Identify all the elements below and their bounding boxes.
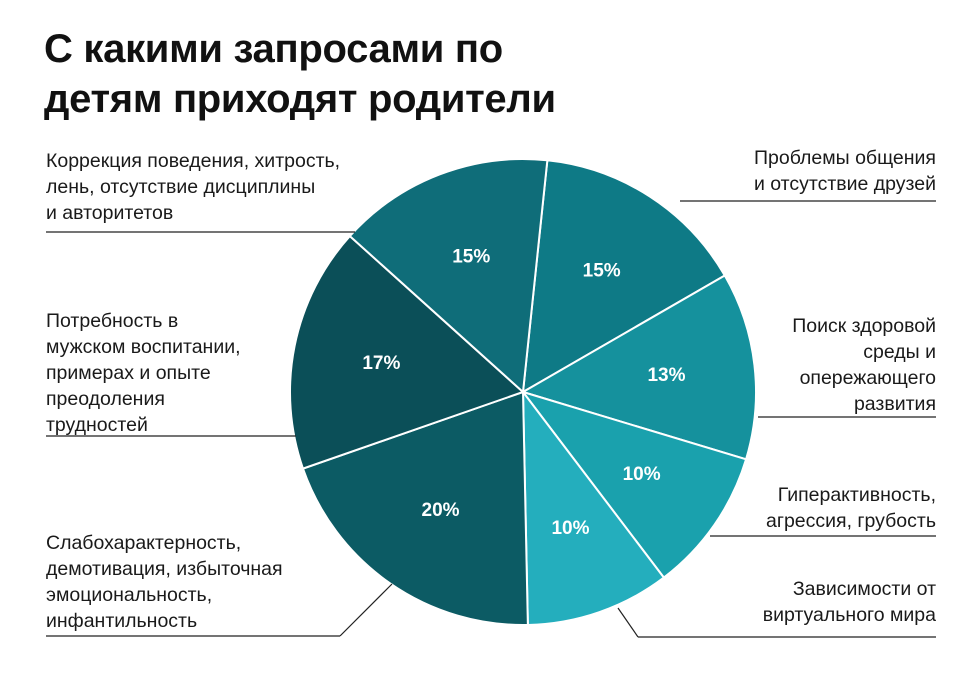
slice-category-label-line: преодоления <box>46 388 165 410</box>
slice-category-label-line: примерах и опыте <box>46 362 211 384</box>
slice-category-label-line: Проблемы общения <box>754 147 936 169</box>
pie-slices <box>289 158 757 626</box>
slice-category-label-line: развития <box>853 393 936 415</box>
slice-percentage-label: 15% <box>583 260 621 281</box>
slice-percentage-label: 10% <box>551 518 589 539</box>
slice-category-label: Проблемы общения и отсутствие друзей <box>754 145 936 197</box>
leader-connector <box>339 583 393 637</box>
slice-percentage-label: 20% <box>422 500 460 521</box>
slice-category-label-line: агрессия, грубость <box>766 510 936 532</box>
slice-category-label-line: инфантильность <box>46 610 198 632</box>
slice-category-label: Гиперактивность, агрессия, грубость <box>766 482 936 534</box>
slice-category-label: Слабохарактерность, демотивация, избыточн… <box>46 530 283 634</box>
slice-category-label-line: лень, отсутствие дисциплины <box>46 176 316 198</box>
slice-category-label-line: Гиперактивность, <box>777 484 936 506</box>
chart-title-line-2: детям приходят родители <box>44 77 556 121</box>
chart-title: С какими запросами по детям приходят род… <box>44 24 684 124</box>
slice-category-label-line: среды и <box>863 341 936 363</box>
slice-category-label: Поиск здоровой среды и опережающего развити… <box>792 313 936 417</box>
slice-percentage-label: 10% <box>623 464 661 485</box>
pie-slice <box>520 390 748 579</box>
pie-slice <box>301 390 529 626</box>
slice-category-label-line: Коррекция поведения, хитрость, <box>46 150 341 172</box>
pie-slice <box>348 158 549 395</box>
slice-percentage-label: 17% <box>362 353 400 374</box>
chart-title-line-1: С какими запросами по <box>44 27 503 71</box>
leader-connector <box>617 607 639 638</box>
slice-category-label-line: Поиск здоровой <box>792 315 936 337</box>
slice-category-label-line: опережающего <box>799 367 936 389</box>
slice-category-label-line: эмоциональность, <box>46 584 213 606</box>
pie-slice <box>520 274 757 461</box>
slice-category-label-line: и отсутствие друзей <box>753 173 936 195</box>
slice-category-label: Зависимости от виртуального мира <box>763 576 936 628</box>
pie-slice <box>289 234 525 470</box>
slice-category-label-line: мужском воспитании, <box>46 336 241 358</box>
slice-percentage-label: 15% <box>452 247 490 268</box>
slice-category-label-line: трудностей <box>46 414 148 436</box>
slice-category-label-line: виртуального мира <box>762 604 936 626</box>
slice-category-label-line: демотивация, избыточная <box>46 558 283 580</box>
pie-slice <box>521 388 666 626</box>
slice-category-label-line: Слабохарактерность, <box>46 532 242 554</box>
slice-category-label: Потребность в мужском воспитании, примерах… <box>46 308 241 438</box>
percentage-labels: 15% 13% 10% 10% 20% 17% 15% <box>362 247 685 539</box>
slice-category-label: Коррекция поведения, хитрость, лень, отсу… <box>46 148 340 226</box>
slice-category-label-line: Зависимости от <box>792 578 936 600</box>
slice-percentage-label: 13% <box>647 365 685 386</box>
pie-slice <box>521 159 727 394</box>
slice-category-label-line: Потребность в <box>46 310 179 332</box>
leader-lines <box>46 200 936 638</box>
slice-category-label-line: и авторитетов <box>46 202 174 224</box>
